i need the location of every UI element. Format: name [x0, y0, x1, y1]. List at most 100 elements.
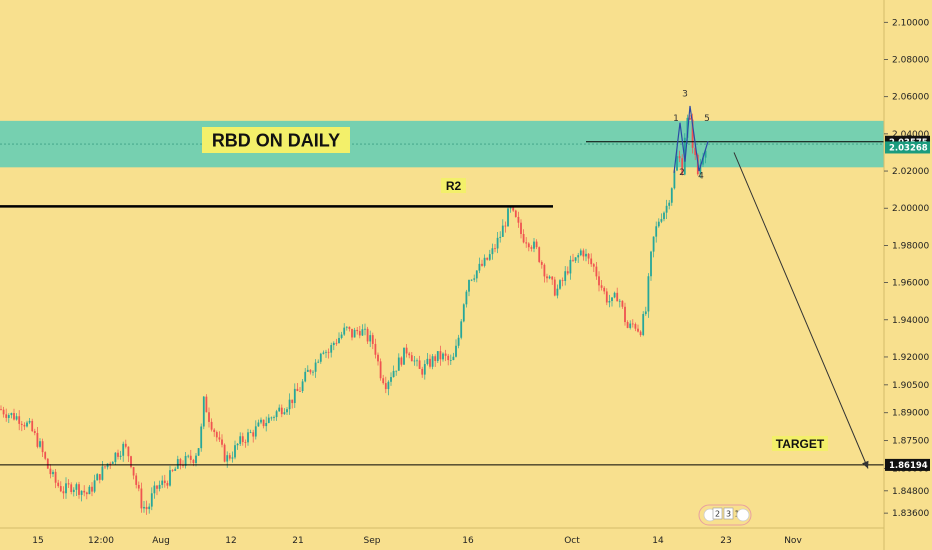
candle-body — [462, 304, 465, 322]
candle-body — [205, 396, 208, 413]
price-tag-label: 2.03268 — [889, 143, 928, 153]
y-tick-label: 2.10000 — [892, 18, 929, 28]
candle-body — [384, 383, 387, 390]
y-tick-label: 2.06000 — [892, 93, 929, 103]
candle-body — [624, 306, 626, 323]
candle-body — [36, 432, 39, 447]
r2-text: R2 — [446, 179, 462, 193]
candle-body — [546, 276, 548, 279]
target-text: TARGET — [776, 437, 825, 451]
time-axis[interactable]: 15 12:00 Aug 12 21 Sep 16 Oct 14 23 Nov — [0, 527, 884, 546]
price-tag-label: 1.86194 — [889, 461, 928, 471]
candle-body — [637, 328, 639, 332]
candle-body — [187, 455, 190, 457]
candle-body — [512, 207, 515, 211]
candle-body — [59, 486, 62, 492]
candle-body — [176, 459, 179, 469]
candle-body — [96, 474, 99, 481]
candle-body — [179, 459, 182, 466]
candle-body — [208, 412, 210, 422]
candle-body — [78, 484, 80, 495]
title-label: RBD ON DAILY — [202, 127, 350, 153]
candle-body — [366, 328, 369, 342]
candle-body — [613, 292, 616, 298]
candle-body — [364, 328, 366, 330]
candle-body — [62, 491, 65, 494]
candle-body — [353, 329, 356, 338]
candle-body — [551, 276, 554, 280]
candle-body — [520, 222, 522, 235]
candle-body — [39, 441, 41, 447]
candle-body — [387, 381, 390, 390]
candle-body — [247, 432, 249, 443]
candle-body — [104, 466, 106, 468]
control-item-2[interactable]: 3 — [726, 510, 731, 519]
candle-body — [15, 416, 18, 420]
candle-body — [0, 409, 2, 410]
candle-body — [514, 210, 517, 217]
candle-body — [634, 324, 637, 329]
candle-body — [566, 271, 569, 274]
candle-body — [67, 483, 70, 485]
candle-body — [548, 276, 551, 279]
candle-body — [631, 323, 634, 325]
candle-body — [239, 436, 242, 444]
candle-body — [416, 360, 418, 362]
candle-body — [322, 352, 325, 354]
candle-body — [699, 164, 702, 175]
candle-body — [603, 287, 606, 292]
candle-body — [283, 412, 286, 415]
candle-body — [137, 484, 140, 489]
candle-body — [616, 292, 619, 302]
candle-body — [408, 353, 411, 356]
price-axis[interactable]: 2.10000 2.08000 2.06000 2.04000 2.02000 2.000… — [883, 0, 932, 550]
candle-body — [600, 285, 603, 288]
candle-body — [189, 455, 192, 460]
candle-body — [28, 420, 31, 423]
candle-body — [343, 327, 346, 335]
flag-icon[interactable] — [736, 508, 750, 522]
candle-body — [429, 358, 431, 367]
candle-body — [559, 280, 561, 289]
candle-body — [306, 369, 309, 372]
candle-body — [195, 455, 197, 464]
x-tick-label: 23 — [720, 536, 731, 546]
candle-body — [371, 335, 374, 344]
candle-body — [439, 351, 442, 360]
candle-body — [182, 465, 184, 466]
candle-body — [569, 259, 572, 274]
candle-body — [111, 462, 114, 464]
candle-body — [491, 248, 494, 255]
candle-body — [423, 364, 426, 375]
candle-body — [488, 254, 491, 260]
candle-body — [449, 360, 452, 361]
candle-body — [579, 250, 582, 256]
candle-body — [525, 242, 528, 244]
candle-body — [265, 422, 268, 427]
candle-body — [340, 334, 343, 338]
y-tick-label: 2.02000 — [892, 167, 929, 177]
candle-body — [447, 355, 450, 361]
candle-body — [470, 279, 473, 281]
candle-body — [135, 475, 138, 485]
candle-body — [57, 482, 60, 487]
control-item-1[interactable]: 2 — [715, 510, 720, 519]
candle-body — [83, 490, 86, 493]
y-tick-label: 1.96000 — [892, 279, 929, 289]
candle-body — [273, 417, 275, 418]
candle-body — [694, 147, 697, 155]
candle-body — [304, 371, 307, 382]
candle-body — [540, 261, 543, 265]
candle-body — [468, 280, 470, 292]
candle-body — [156, 485, 158, 489]
candle-body — [122, 443, 125, 456]
candle-body — [478, 263, 481, 271]
candle-body — [418, 360, 421, 369]
y-tick-label: 1.98000 — [892, 241, 929, 251]
chart-controls[interactable]: 2 3 1 — [698, 504, 752, 526]
candle-body — [262, 419, 265, 427]
candle-body — [501, 225, 504, 237]
candle-body — [213, 429, 216, 433]
candle-body — [499, 236, 502, 238]
